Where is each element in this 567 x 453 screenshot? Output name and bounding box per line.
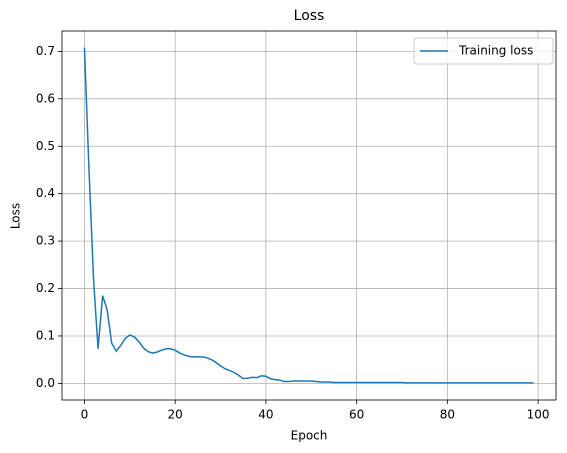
y-tick-label: 0.4 bbox=[36, 186, 55, 200]
x-tick-label: 80 bbox=[440, 408, 455, 422]
legend-box bbox=[413, 37, 554, 65]
y-axis-label: Loss bbox=[9, 203, 23, 229]
y-tick-label: 0.7 bbox=[36, 44, 55, 58]
legend-label: Training loss bbox=[458, 44, 533, 58]
y-tick-label: 0.2 bbox=[36, 281, 55, 295]
x-axis-label: Epoch bbox=[291, 429, 328, 443]
y-tick-label: 0.3 bbox=[36, 234, 55, 248]
y-tick-label: 0.5 bbox=[36, 139, 55, 153]
axes-frame bbox=[61, 30, 557, 401]
x-tick-label: 40 bbox=[258, 408, 273, 422]
y-tick-label: 0.1 bbox=[36, 328, 55, 342]
y-tick-label: 0.6 bbox=[36, 91, 55, 105]
x-tick-label: 20 bbox=[168, 408, 183, 422]
chart-title: Loss bbox=[294, 8, 325, 24]
data-line bbox=[83, 47, 534, 384]
x-tick-label: 100 bbox=[527, 408, 550, 422]
x-tick-label: 60 bbox=[349, 408, 364, 422]
x-tick-label: 0 bbox=[81, 408, 89, 422]
y-tick-label: 0.0 bbox=[36, 376, 55, 390]
